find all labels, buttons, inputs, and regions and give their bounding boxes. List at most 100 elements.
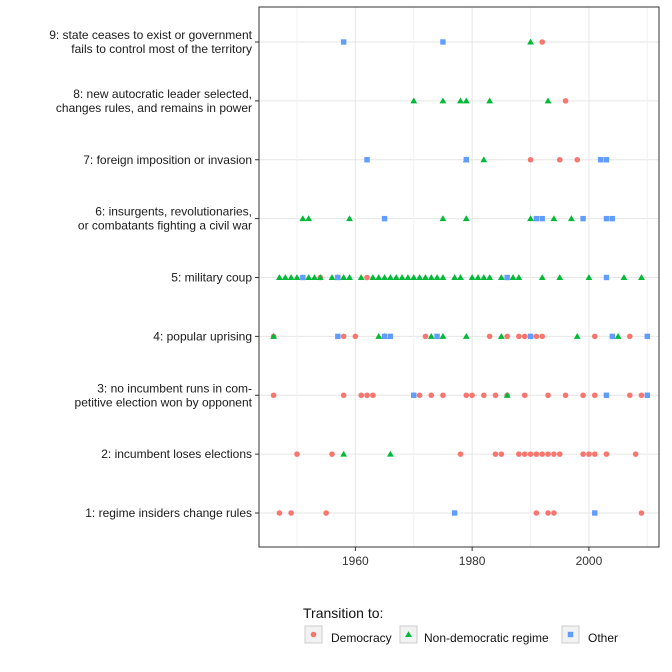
point-non-democratic-regime-cat6-1975 <box>439 215 447 222</box>
point-non-democratic-regime-cat4-1979 <box>462 332 470 339</box>
point-non-democratic-regime-cat8-1979 <box>462 97 470 104</box>
point-non-democratic-regime-cat5-1968 <box>398 274 406 281</box>
point-democracy-cat2-1950 <box>294 451 300 457</box>
point-democracy-cat4-1958 <box>340 333 347 340</box>
point-democracy-cat3-1962 <box>364 392 370 399</box>
category-label-9-line-2: fails to control most of the territory <box>71 42 252 56</box>
category-label-5-line-1: 5: military coup <box>171 271 252 285</box>
point-democracy-cat2-1984 <box>492 451 499 457</box>
point-non-democratic-regime-cat5-1948 <box>281 274 289 281</box>
point-democracy-cat3-1973 <box>428 392 435 399</box>
point-other-cat4-1990 <box>527 333 534 340</box>
point-non-democratic-regime-cat4-2005 <box>614 332 622 339</box>
point-other-cat7-1962 <box>364 157 370 163</box>
category-label-3-line-2: petitive election won by opponent <box>75 395 253 409</box>
category-label-9-line-1: 9: state ceases to exist or government <box>49 28 252 42</box>
point-other-cat5-1986 <box>504 274 510 281</box>
xtick-label-1960: 1960 <box>342 554 369 568</box>
point-other-cat4-1974 <box>434 333 440 340</box>
point-democracy-cat5-1962 <box>364 274 370 281</box>
point-other-cat1-2001 <box>592 510 598 516</box>
x-axis-ticks: 1960 1980 2000 <box>342 547 603 568</box>
legend-key-other <box>567 631 574 638</box>
point-non-democratic-regime-cat8-1975 <box>439 97 447 104</box>
point-democracy-cat2-1956 <box>329 451 335 457</box>
category-label-6-line-2: or combatants fighting a civil war <box>78 219 252 233</box>
point-non-democratic-regime-cat5-1983 <box>486 274 494 281</box>
point-non-democratic-regime-cat5-1958 <box>340 274 348 281</box>
point-other-cat3-1970 <box>411 392 417 398</box>
point-non-democratic-regime-cat5-1971 <box>416 274 423 281</box>
point-non-democratic-regime-cat6-1994 <box>550 215 558 222</box>
point-democracy-cat2-1991 <box>533 451 540 457</box>
point-democracy-cat2-1994 <box>551 451 557 457</box>
point-non-democratic-regime-cat4-1973 <box>427 332 435 339</box>
point-non-democratic-regime-cat5-1967 <box>392 274 400 281</box>
point-non-democratic-regime-cat5-2009 <box>638 274 645 281</box>
point-non-democratic-regime-cat4-1985 <box>497 332 505 339</box>
point-non-democratic-regime-cat6-1952 <box>305 215 313 222</box>
point-non-democratic-regime-cat5-1972 <box>422 274 429 281</box>
point-non-democratic-regime-cat5-1966 <box>386 274 394 281</box>
point-democracy-cat1-1947 <box>276 510 283 516</box>
point-democracy-cat4-1986 <box>504 333 510 340</box>
point-non-democratic-regime-cat5-1969 <box>404 274 412 281</box>
point-non-democratic-regime-cat5-1988 <box>515 274 523 281</box>
point-democracy-cat1-1991 <box>533 510 540 516</box>
point-non-democratic-regime-cat5-1963 <box>369 274 377 281</box>
point-democracy-cat3-1946 <box>270 392 277 399</box>
point-democracy-cat2-1995 <box>556 451 563 457</box>
point-other-cat4-2010 <box>644 333 651 340</box>
point-other-cat9-1958 <box>340 39 347 45</box>
point-democracy-cat1-1994 <box>551 510 557 516</box>
point-democracy-cat1-1993 <box>545 510 551 516</box>
point-democracy-cat3-1993 <box>545 392 551 399</box>
point-non-democratic-regime-cat5-1952 <box>305 274 313 281</box>
point-other-cat5-1957 <box>335 274 341 281</box>
point-other-cat7-1979 <box>463 157 469 163</box>
point-democracy-cat4-1992 <box>539 333 546 340</box>
point-non-democratic-regime-cat5-1974 <box>433 274 441 281</box>
point-democracy-cat4-2001 <box>591 333 598 340</box>
point-democracy-cat3-1958 <box>340 392 347 399</box>
point-non-democratic-regime-cat6-1990 <box>527 215 534 222</box>
point-other-cat3-2003 <box>603 392 610 398</box>
point-non-democratic-regime-cat5-1981 <box>474 274 482 281</box>
point-democracy-cat2-1992 <box>539 451 546 457</box>
point-democracy-cat3-1982 <box>481 392 487 399</box>
point-non-democratic-regime-cat4-1964 <box>375 332 383 339</box>
point-democracy-cat3-2007 <box>627 392 633 399</box>
point-democracy-cat3-2009 <box>638 392 645 399</box>
point-other-cat5-1951 <box>300 274 306 281</box>
point-democracy-cat2-1988 <box>516 451 522 457</box>
point-non-democratic-regime-cat6-1979 <box>462 215 470 222</box>
point-democracy-cat7-1998 <box>574 156 581 163</box>
point-non-democratic-regime-cat5-1992 <box>538 274 546 281</box>
point-democracy-cat2-2001 <box>591 451 598 457</box>
point-non-democratic-regime-cat5-2006 <box>620 274 628 281</box>
point-democracy-cat7-1995 <box>556 156 563 163</box>
category-label-8-line-2: changes rules, and remains in power <box>56 101 252 115</box>
point-democracy-cat3-1961 <box>358 392 364 399</box>
point-democracy-cat4-1983 <box>486 333 493 340</box>
point-democracy-cat4-1960 <box>352 333 359 340</box>
point-democracy-cat3-1996 <box>562 392 569 399</box>
point-democracy-cat2-2008 <box>632 451 639 457</box>
point-other-cat7-2002 <box>597 157 604 163</box>
point-democracy-cat3-1984 <box>492 392 499 399</box>
point-other-cat4-1965 <box>381 333 388 340</box>
point-other-cat6-1965 <box>381 215 388 222</box>
point-democracy-cat3-1975 <box>440 392 446 399</box>
point-other-cat6-2003 <box>603 215 610 222</box>
legend-key-democracy <box>310 631 317 638</box>
point-democracy-cat1-1955 <box>323 510 329 516</box>
point-non-democratic-regime-cat5-1959 <box>346 274 353 281</box>
point-non-democratic-regime-cat5-1964 <box>375 274 383 281</box>
point-democracy-cat8-1996 <box>562 98 569 104</box>
point-non-democratic-regime-cat8-1993 <box>544 97 552 104</box>
point-other-cat9-1975 <box>440 39 446 45</box>
category-label-4-line-1: 4: popular uprising <box>153 329 252 343</box>
point-non-democratic-regime-cat8-1978 <box>457 97 464 104</box>
point-non-democratic-regime-cat5-1947 <box>276 274 283 281</box>
point-democracy-cat2-2003 <box>603 451 610 457</box>
